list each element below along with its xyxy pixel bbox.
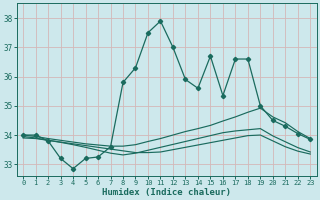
X-axis label: Humidex (Indice chaleur): Humidex (Indice chaleur)	[102, 188, 231, 197]
